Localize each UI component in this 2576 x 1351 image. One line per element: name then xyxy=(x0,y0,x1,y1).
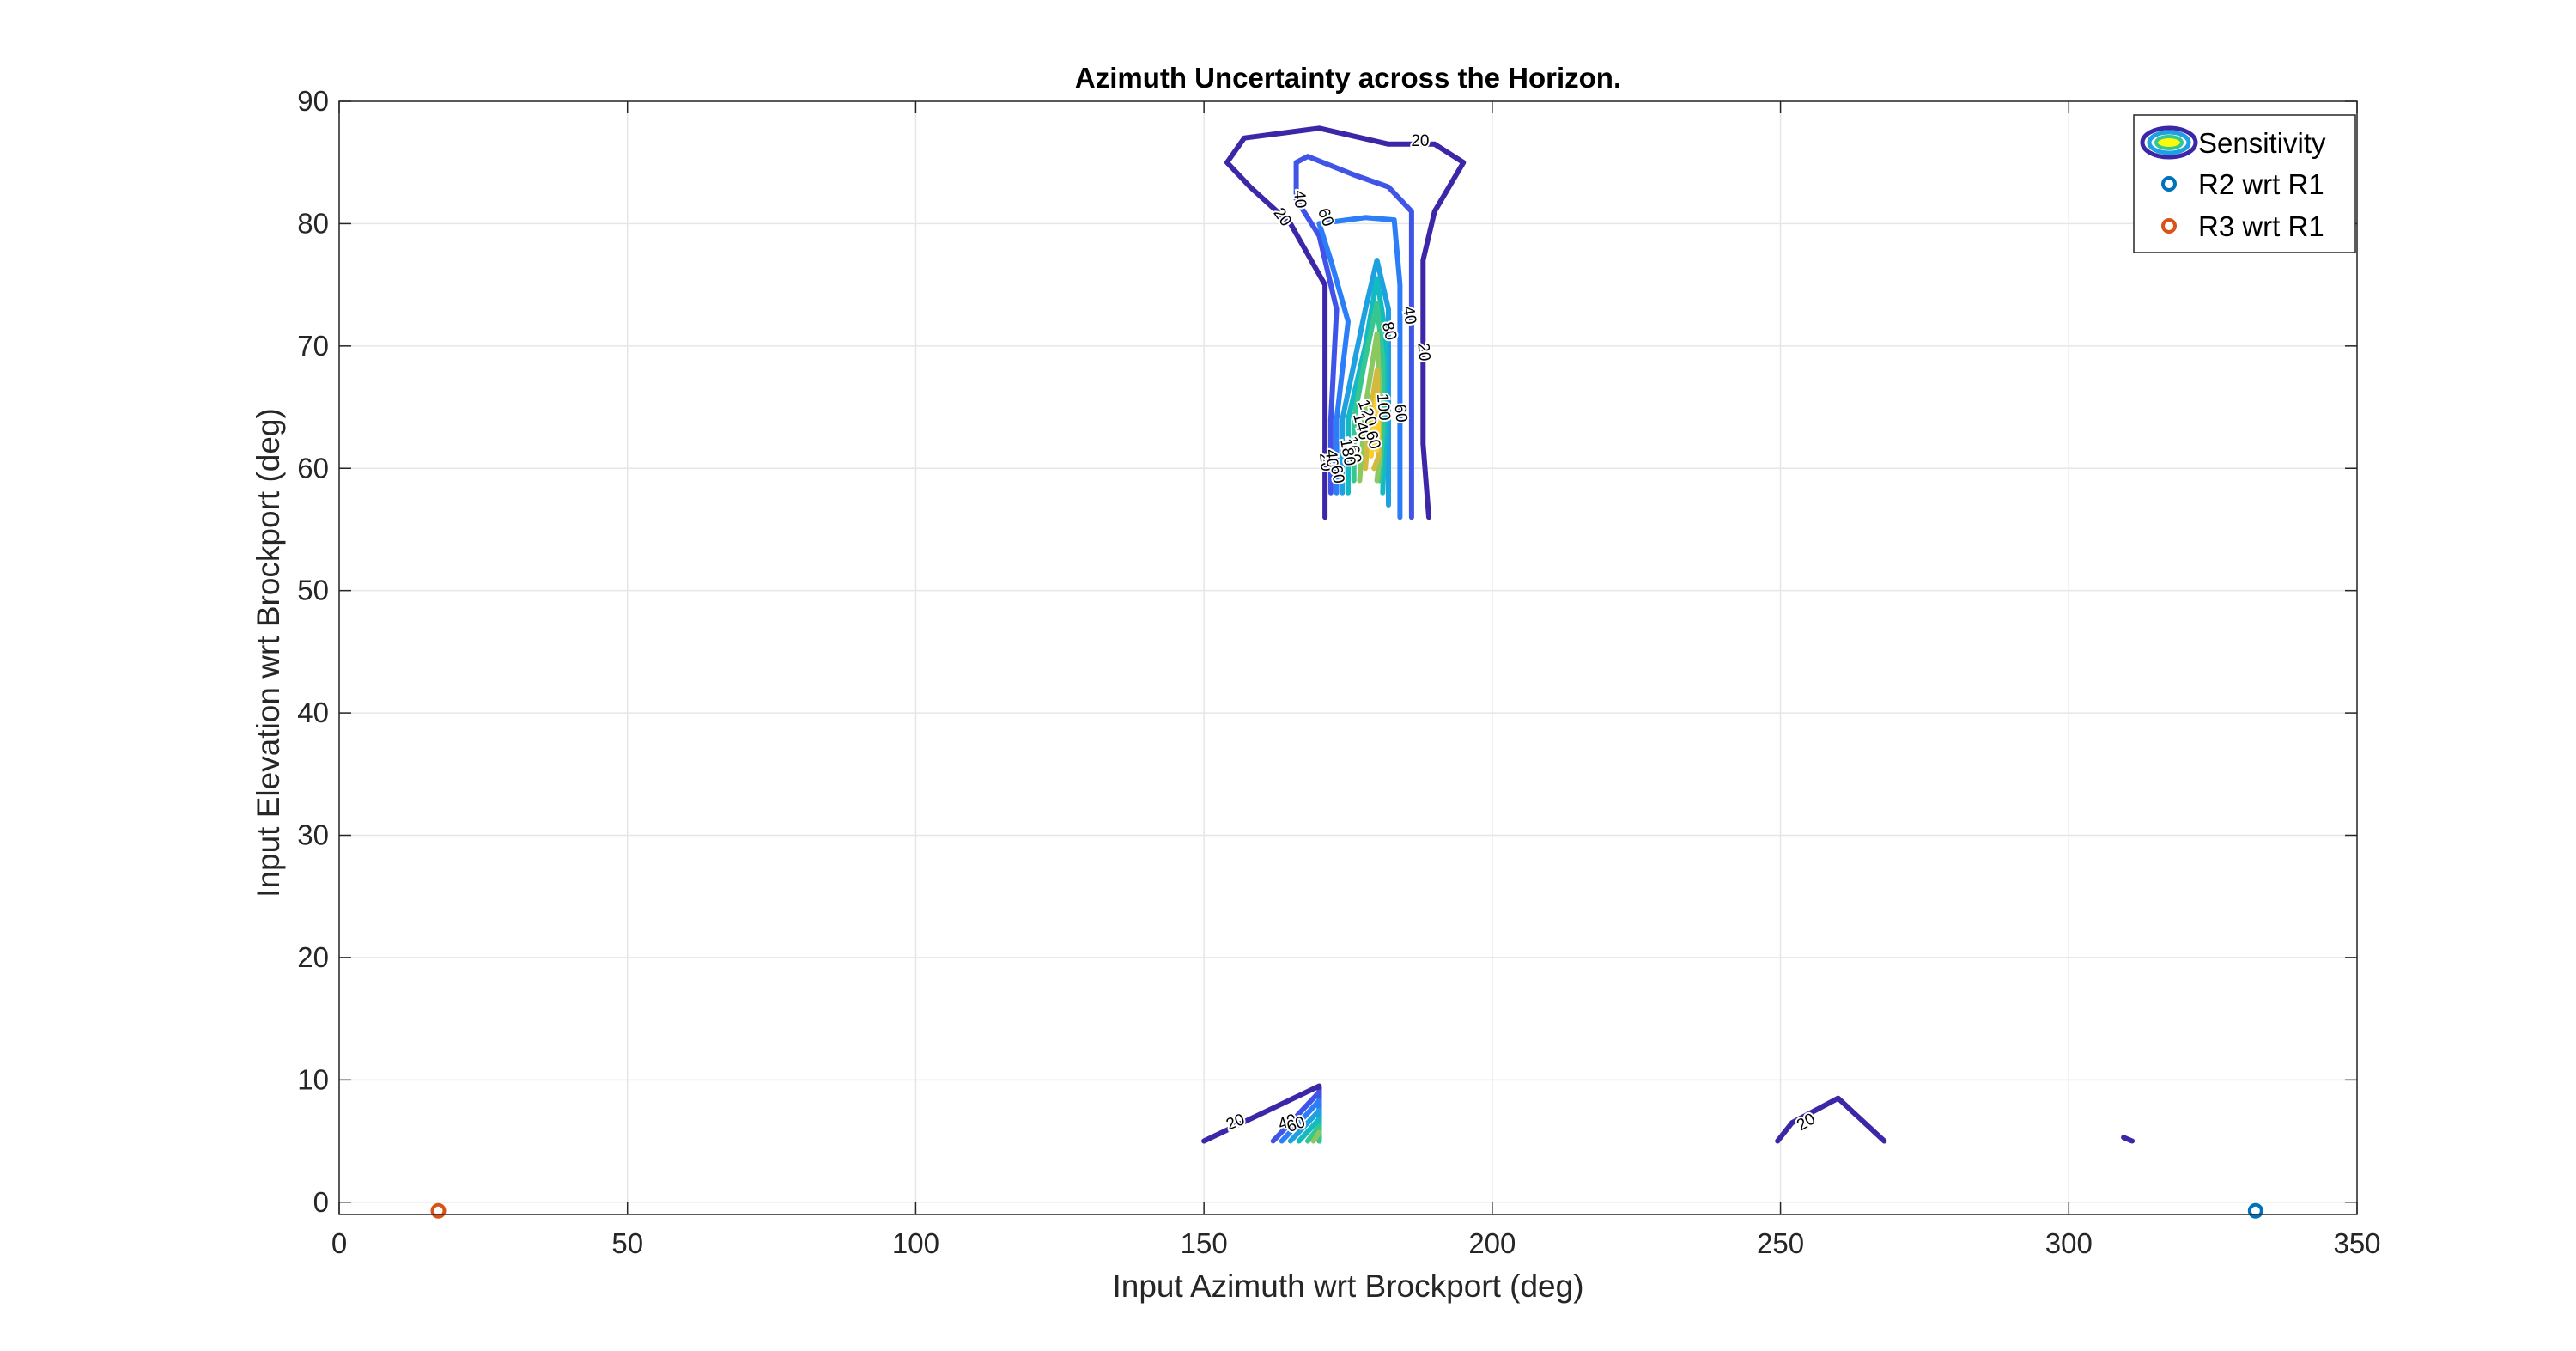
y-tick-label: 0 xyxy=(313,1186,329,1218)
plot-area: 2020406040208060100120140160180204060602… xyxy=(297,85,2380,1259)
y-tick-label: 50 xyxy=(297,575,329,606)
contour-line-20 xyxy=(1224,125,1467,520)
x-tick-label: 50 xyxy=(611,1227,643,1259)
chart-title: Azimuth Uncertainty across the Horizon. xyxy=(1075,62,1621,94)
contour-label: 20 xyxy=(1315,453,1335,472)
axes-box xyxy=(338,100,2358,1215)
x-tick-label: 150 xyxy=(1181,1227,1228,1259)
contour-line-60 xyxy=(1316,215,1403,520)
contour-line-20 xyxy=(1775,1095,1887,1144)
contour-label: 60 xyxy=(1327,464,1347,484)
contour-line-80 xyxy=(1340,258,1391,508)
x-tick-label: 300 xyxy=(2045,1227,2093,1259)
y-axis-label: Input Elevation wrt Brockport (deg) xyxy=(251,408,286,898)
legend: Sensitivity R2 wrt R1 R3 wrt R1 xyxy=(2133,114,2356,253)
contour-label: 40 xyxy=(1321,448,1341,468)
x-tick-label: 0 xyxy=(331,1227,347,1259)
y-tick-label: 80 xyxy=(297,207,329,239)
legend-marker-r3 xyxy=(2161,218,2177,234)
contour-label: 20 xyxy=(1413,342,1433,362)
contour-label: 20 xyxy=(1411,132,1429,150)
y-tick-label: 90 xyxy=(297,85,329,117)
contour-label: 60 xyxy=(1391,404,1411,423)
y-tick-label: 70 xyxy=(297,330,329,362)
y-tick-label: 60 xyxy=(297,452,329,484)
y-tick-label: 40 xyxy=(297,697,329,728)
contour-label: 160 xyxy=(1342,435,1364,465)
point-r3-wrt-r1 xyxy=(430,1202,447,1219)
legend-label-r2: R2 wrt R1 xyxy=(2198,168,2324,200)
legend-contour-swatch xyxy=(2140,125,2198,160)
contour-line-120 xyxy=(1351,301,1386,484)
y-tick-label: 30 xyxy=(297,819,329,851)
x-axis-label: Input Azimuth wrt Brockport (deg) xyxy=(1112,1269,1583,1304)
contour-line-20 xyxy=(2121,1135,2136,1144)
legend-label-sensitivity: Sensitivity xyxy=(2198,127,2326,159)
legend-label-r3: R3 wrt R1 xyxy=(2198,210,2324,242)
contour-line-140 xyxy=(1310,1129,1322,1144)
plot-background xyxy=(339,101,2357,1214)
x-tick-label: 200 xyxy=(1468,1227,1516,1259)
x-tick-label: 350 xyxy=(2333,1227,2380,1259)
x-tick-label: 100 xyxy=(892,1227,939,1259)
point-r2-wrt-r1 xyxy=(2247,1202,2263,1219)
contour-label: 100 xyxy=(1373,393,1394,421)
contour-line-100 xyxy=(1346,276,1388,496)
y-tick-label: 20 xyxy=(297,941,329,973)
x-tick-label: 250 xyxy=(1757,1227,1804,1259)
contour-label: 40 xyxy=(1290,189,1309,209)
contour-line-40 xyxy=(1293,154,1414,520)
y-tick-label: 10 xyxy=(297,1063,329,1095)
contour-line-180 xyxy=(1368,392,1381,459)
legend-marker-r2 xyxy=(2161,176,2177,192)
contour-label: 40 xyxy=(1399,305,1419,326)
